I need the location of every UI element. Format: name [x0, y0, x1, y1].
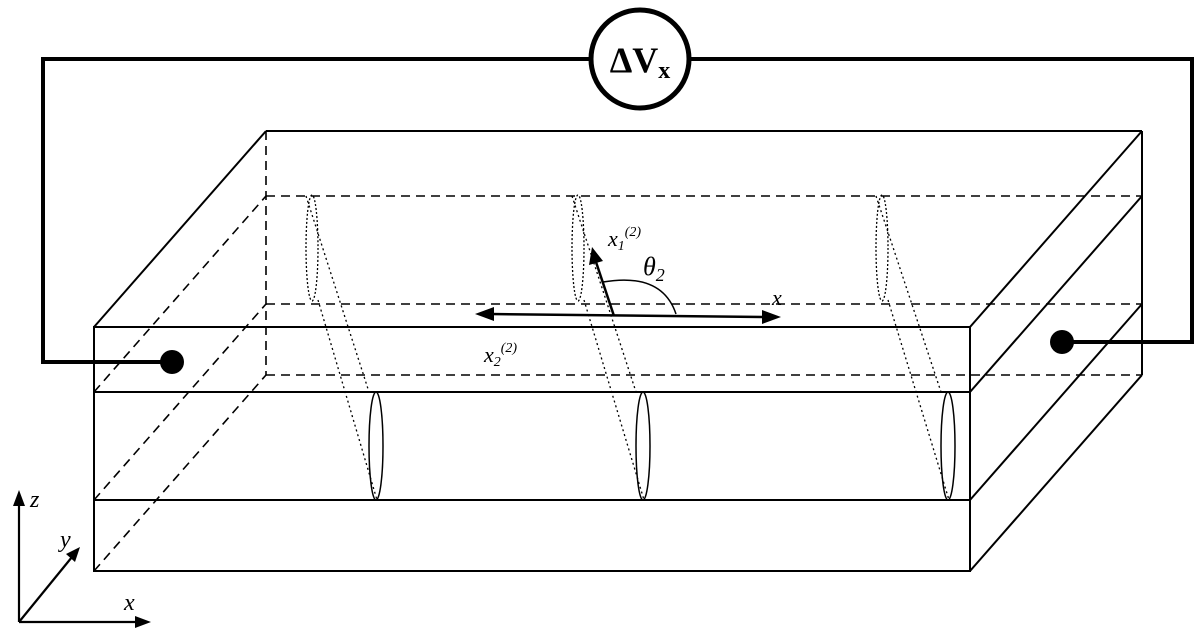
x2-label-base: x: [483, 342, 494, 367]
grain-connectors: [305, 195, 950, 501]
y-axis-label: y: [58, 527, 71, 553]
x-axis-head: [135, 616, 151, 628]
back-grain-ellipse-3: [875, 194, 889, 302]
right-wire: [688, 57, 1194, 344]
right-layer-edge-2: [969, 303, 1143, 501]
right-contact: [1050, 330, 1074, 354]
back-grain-ellipse-2: [571, 194, 585, 302]
right-layer-edge-1: [969, 195, 1143, 393]
grain-connector: [887, 299, 950, 501]
right-bottom-edge: [969, 374, 1143, 572]
grain-connector: [583, 299, 645, 501]
x1-axis-arrow: [589, 247, 616, 317]
x-arrow-shaft: [489, 312, 767, 319]
grain-connector: [305, 195, 370, 393]
x1-label-base: x: [607, 226, 618, 251]
hidden-left-layer-1: [93, 195, 267, 393]
x-axis-label: x: [123, 590, 135, 616]
hidden-left-layer-2: [93, 303, 267, 501]
x-arrow-label: x: [771, 285, 782, 310]
slab-solid-edges: [93, 130, 1143, 572]
top-left-edge: [93, 130, 267, 328]
coordinate-axes: [13, 490, 151, 628]
x1-label: x1(2): [607, 225, 641, 254]
left-contact: [160, 350, 184, 374]
voltmeter-symbol: ΔV: [610, 40, 659, 80]
x-direction-arrow: [475, 307, 781, 324]
front-grain-ellipse-2: [635, 391, 651, 501]
grain-connector: [317, 299, 378, 501]
grain-connector: [875, 195, 942, 393]
theta-label-sub: 2: [656, 265, 665, 285]
x1-label-sub: 1: [618, 239, 625, 254]
theta-label-base: θ: [643, 252, 656, 281]
back-grain-ellipse-1: [305, 194, 319, 302]
voltmeter-circle: [588, 7, 692, 111]
y-axis-line: [18, 556, 73, 623]
theta-label: θ2: [643, 252, 665, 285]
x2-label: x2(2): [483, 341, 517, 370]
voltmeter-subscript: x: [658, 58, 670, 84]
x2-label-sup: (2): [501, 341, 518, 356]
front-grain-ellipse-3: [940, 391, 956, 501]
x-arrow-right-head: [762, 310, 781, 324]
grain-connector: [571, 195, 637, 393]
z-axis-head: [13, 490, 25, 506]
x2-label-sub: 2: [494, 355, 501, 370]
hidden-left-bottom: [93, 374, 267, 572]
slab-hidden-edges: [93, 131, 1142, 572]
back-grains: [305, 194, 889, 302]
front-grain-ellipse-1: [368, 391, 384, 501]
theta-angle-arc: [602, 279, 677, 315]
x1-arrow-head: [589, 247, 603, 265]
y-axis-head: [66, 547, 80, 562]
front-grains: [368, 391, 956, 501]
z-axis-label: z: [29, 487, 40, 513]
left-wire: [41, 57, 590, 364]
x1-label-sup: (2): [625, 225, 642, 240]
top-right-edge: [969, 130, 1143, 328]
circuit-wires: [41, 57, 1194, 364]
voltmeter: ΔVx: [588, 7, 692, 111]
x-arrow-left-head: [475, 307, 494, 321]
x1-arrow-shaft: [594, 261, 616, 317]
front-face: [93, 326, 971, 572]
voltmeter-label: ΔVx: [610, 40, 671, 84]
